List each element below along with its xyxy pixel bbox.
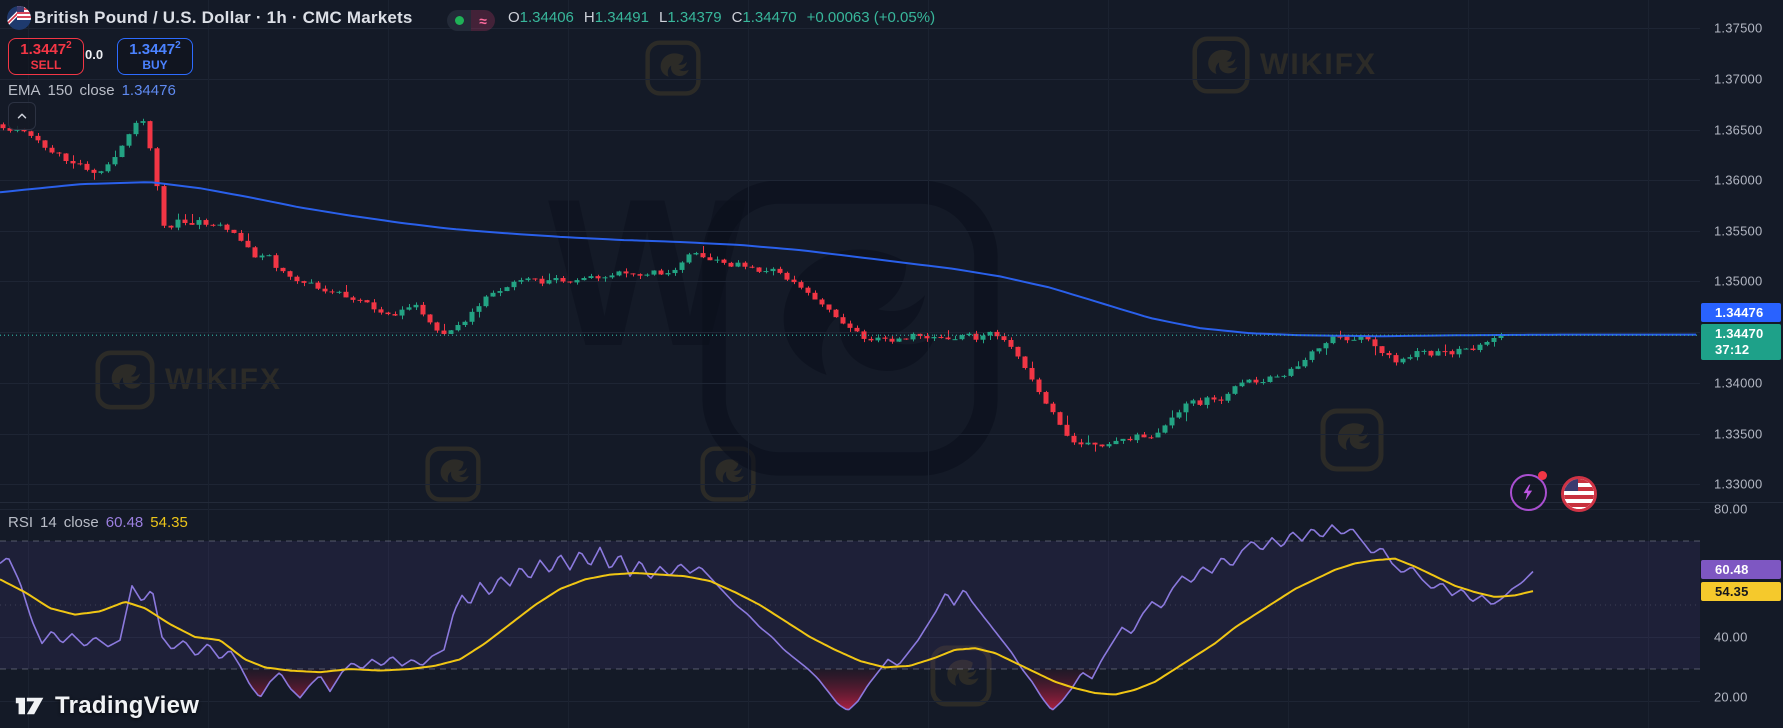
rsi-ma-value: 54.35 (150, 514, 188, 531)
buy-button[interactable]: 1.34472 BUY (117, 38, 193, 75)
spread-value: 0.0 (85, 47, 104, 62)
price-axis-label: 80.00 (1714, 501, 1748, 517)
bar-countdown: 37:12 (1715, 342, 1750, 357)
tradingview-logo-text: TradingView (55, 692, 200, 719)
price-axis-label: 1.35500 (1714, 223, 1763, 239)
sell-price-sup: 2 (66, 40, 72, 52)
buy-label: BUY (142, 58, 168, 73)
low-value: 1.34379 (667, 9, 722, 26)
close-value: 1.34470 (742, 9, 797, 26)
notification-dot (1538, 471, 1547, 480)
ema-source: close (79, 82, 115, 99)
ema-length: 150 (47, 82, 73, 99)
price-axis-label: 40.00 (1714, 629, 1748, 645)
price-axis-label: 1.37000 (1714, 71, 1763, 87)
low-label: L (658, 9, 668, 26)
ema-price-badge: 1.34476 (1701, 303, 1781, 322)
price-axis-label: 20.00 (1714, 689, 1748, 705)
flash-icon (1523, 484, 1533, 501)
rsi-ma-value-badge: 54.35 (1701, 582, 1781, 601)
last-price-value: 1.34470 (1715, 326, 1764, 341)
ema-legend[interactable]: EMA 150 close 1.34476 (8, 82, 176, 99)
tradingview-logo (15, 697, 44, 715)
us-flag-news-button[interactable] (1561, 476, 1597, 512)
ohlc-readout: O1.34406 H1.34491 L1.34379 C1.34470 +0.0… (508, 9, 935, 26)
open-label: O (508, 9, 520, 26)
collapse-legend-button[interactable] (8, 102, 36, 130)
tradingview-attribution[interactable]: TradingView (14, 692, 199, 720)
us-flag-icon (1564, 479, 1594, 509)
sell-label: SELL (30, 58, 62, 73)
high-label: H (583, 9, 595, 26)
market-status-pill[interactable]: ≈ (447, 10, 495, 31)
rsi-name: RSI (8, 514, 34, 531)
high-value: 1.34491 (594, 9, 649, 26)
rsi-length: 14 (40, 514, 57, 531)
sell-price: 1.3447 (20, 41, 67, 59)
price-axis-label: 1.35000 (1714, 273, 1763, 289)
symbol-title[interactable]: British Pound / U.S. Dollar · 1h · CMC M… (34, 8, 413, 27)
price-axis-label: 1.36500 (1714, 122, 1763, 138)
price-axis-label: 1.33000 (1714, 476, 1763, 492)
rsi-legend[interactable]: RSI 14 close 60.48 54.35 (8, 514, 188, 531)
price-axis-label: 1.34000 (1714, 375, 1763, 391)
change-value: +0.00063 (+0.05%) (806, 9, 936, 26)
close-label: C (731, 9, 743, 26)
buy-price: 1.3447 (129, 41, 176, 59)
sell-button[interactable]: 1.34472 SELL (8, 38, 84, 75)
buy-price-sup: 2 (175, 40, 181, 52)
last-price-badge: 1.34470 37:12 (1701, 324, 1781, 360)
rsi-value: 60.48 (105, 514, 144, 531)
gbp-usd-flag-icon (7, 6, 31, 30)
price-axis-label: 1.37500 (1714, 20, 1763, 36)
rsi-source: close (63, 514, 99, 531)
rsi-value-badge: 60.48 (1701, 560, 1781, 579)
price-axis-label: 1.36000 (1714, 172, 1763, 188)
price-axis-label: 1.33500 (1714, 426, 1763, 442)
market-open-dot (454, 16, 464, 25)
open-value: 1.34406 (519, 9, 574, 26)
ema-value: 1.34476 (121, 82, 176, 99)
ema-name: EMA (8, 82, 41, 99)
instant-trading-button[interactable] (1510, 474, 1547, 511)
delayed-data-icon: ≈ (471, 10, 495, 31)
chevron-up-icon (17, 113, 27, 119)
